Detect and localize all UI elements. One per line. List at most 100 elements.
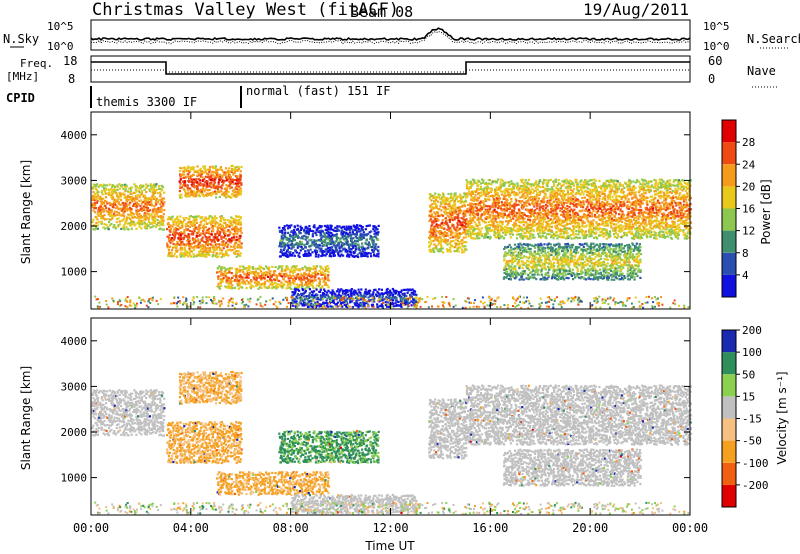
power-echo-cell [563, 206, 567, 209]
power-echo-cell [197, 240, 200, 243]
power-echo-cell [131, 223, 134, 226]
power-echo-cell [294, 276, 297, 279]
power-echo-cell [561, 205, 565, 208]
power-echo-cell [471, 183, 475, 186]
power-echo-cell [179, 185, 182, 188]
power-echo-cell [225, 251, 228, 254]
power-echo-cell [462, 236, 465, 239]
power-echo-cell [118, 187, 121, 190]
power-echo-cell [500, 224, 503, 228]
power-echo-cell [293, 270, 296, 273]
power-echo-cell [214, 232, 217, 236]
power-echo-cell [124, 208, 127, 211]
power-echo-cell [123, 210, 126, 213]
power-echo-cell [101, 215, 104, 218]
power-echo-cell [333, 254, 336, 257]
power-echo-cell [303, 277, 306, 280]
power-echo-cell [293, 254, 296, 257]
power-echo-cell [544, 192, 547, 195]
power-echo-cell [371, 303, 375, 306]
power-echo-cell [192, 190, 196, 193]
power-echo-cell [92, 191, 95, 194]
power-echo-cell [140, 209, 143, 212]
power-echo-cell [391, 294, 395, 297]
power-echo-cell [304, 250, 307, 253]
power-echo-cell [488, 227, 491, 230]
power-echo-cell [234, 168, 237, 171]
power-echo-cell [113, 210, 116, 213]
power-echo-cell [265, 265, 268, 268]
power-echo-cell [454, 246, 457, 249]
power-echo-cell [438, 207, 441, 211]
power-echo-cell [225, 184, 228, 187]
power-echo-cell [311, 306, 314, 309]
power-echo-cell [186, 239, 189, 243]
power-echo-cell [118, 208, 121, 211]
power-echo-cell [228, 187, 231, 190]
power-echo-cell [350, 294, 353, 297]
power-echo-cell [143, 188, 146, 191]
power-echo-cell [178, 190, 181, 193]
power-echo-cell [284, 280, 287, 283]
power-echo-cell [227, 177, 230, 180]
power-echo-cell [197, 188, 200, 191]
power-echo-cell [336, 225, 339, 228]
power-echo-cell [228, 174, 231, 177]
power-echo-cell [327, 271, 330, 274]
power-echo-cell [196, 239, 199, 242]
power-echo-cell [474, 194, 477, 197]
power-echo-cell [183, 229, 186, 232]
power-echo-cell [232, 172, 235, 175]
power-echo-cell [230, 267, 233, 270]
power-echo-cell [145, 190, 148, 194]
power-echo-cell [258, 268, 261, 271]
power-echo-cell [97, 185, 100, 188]
power-echo-cell [455, 210, 458, 213]
power-echo-cell [469, 186, 473, 190]
power-echo-cell [237, 287, 240, 290]
power-echo-cell [112, 202, 115, 206]
power-echo-cell [451, 231, 454, 234]
power-echo-cell [143, 218, 146, 221]
power-echo-cell [207, 230, 211, 233]
power-echo-cell [323, 279, 326, 282]
power-echo-cell [469, 230, 472, 233]
power-echo-cell [217, 285, 221, 288]
power-echo-cell [377, 292, 380, 295]
power-echo-cell [374, 245, 377, 248]
power-echo-cell [137, 209, 140, 212]
power-echo-cell [134, 216, 137, 219]
power-echo-cell [139, 184, 143, 187]
power-echo-cell [212, 166, 215, 170]
power-echo-cell [111, 217, 114, 220]
power-echo-cell [189, 220, 193, 224]
power-echo-cell [239, 274, 242, 277]
power-echo-cell [234, 278, 237, 282]
power-echo-cell [101, 216, 104, 219]
power-echo-cell [495, 186, 498, 189]
power-echo-cell [217, 222, 220, 225]
power-echo-cell [162, 223, 165, 227]
power-echo-cell [219, 281, 222, 285]
power-echo-cell [376, 228, 379, 231]
power-echo-cell [238, 239, 241, 242]
power-echo-cell [141, 190, 144, 193]
power-echo-cell [205, 230, 208, 233]
nave-label: Nave [747, 64, 776, 78]
power-echo-cell [280, 272, 283, 275]
power-echo-cell [106, 210, 109, 213]
power-echo-cell [154, 208, 157, 211]
power-echo-cell [264, 281, 267, 284]
power-echo-cell [180, 243, 183, 246]
power-echo-cell [202, 218, 205, 221]
power-echo-cell [461, 244, 464, 248]
power-echo-cell [174, 231, 177, 234]
power-echo-cell [191, 179, 194, 182]
power-echo-cell [172, 230, 175, 233]
power-echo-cell [392, 299, 395, 302]
power-echo-cell [575, 205, 578, 209]
power-echo-cell [230, 239, 233, 242]
power-echo-cell [91, 203, 94, 206]
power-echo-cell [250, 280, 253, 283]
power-echo-cell [296, 273, 299, 276]
